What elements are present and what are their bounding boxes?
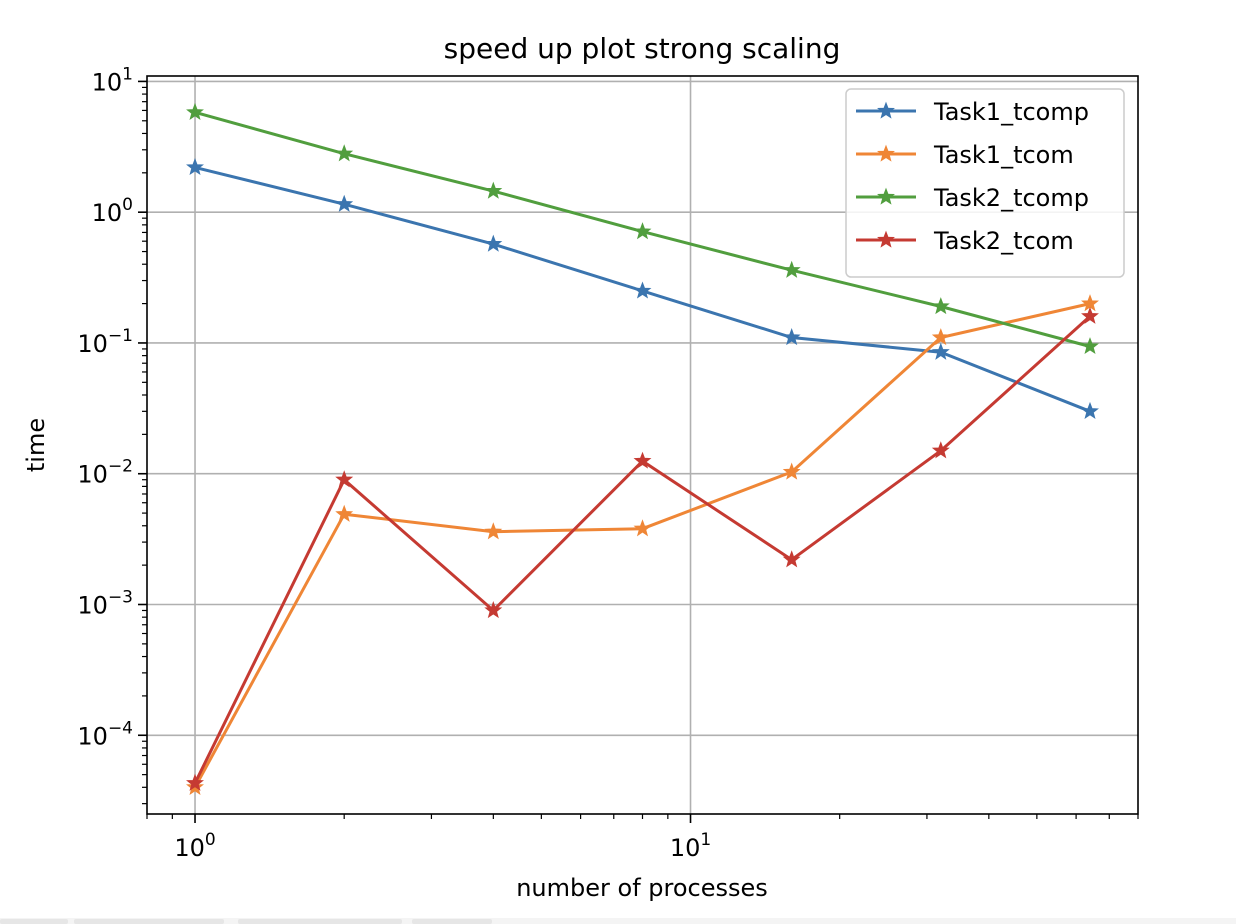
legend-item: Task1_tcom [856,141,1074,169]
grid-lines [147,76,1138,814]
y-tick-label: 10−3 [77,587,133,619]
legend-marker [877,230,895,248]
data-point-marker [335,504,354,522]
strip-segment [0,919,68,924]
strip-segment [238,919,402,924]
y-tick-label: 10−4 [77,718,133,750]
strip-segment [412,919,492,924]
data-point-marker [931,342,950,360]
data-point-marker [782,550,801,568]
chart-title: speed up plot strong scaling [444,32,841,65]
legend-marker [877,187,895,205]
x-tick-labels: 100 101 [174,830,711,862]
data-point-marker [186,773,204,791]
y-tick-label: 10−1 [77,326,133,358]
series-Task1_tcom [186,294,1099,795]
series-layer [186,102,1099,795]
data-point-marker [484,522,503,540]
series-Task2_tcomp [186,102,1099,355]
axes-frame [146,75,1139,815]
data-point-marker [186,157,204,176]
y-tick-label: 101 [92,64,133,96]
legend-item: Task1_tcomp [856,98,1089,126]
legend-marker [877,144,895,162]
legend-label: Task2_tcom [933,227,1074,255]
data-point-marker [782,260,801,278]
x-axis-label: number of processes [516,874,768,902]
data-point-marker [1081,401,1099,419]
strip-segment [74,919,224,924]
data-point-marker [335,470,354,488]
legend-label: Task1_tcom [933,141,1074,169]
legend-item: Task2_tcomp [856,184,1089,212]
data-point-marker [335,144,354,162]
series-line [193,302,1091,789]
legend-label: Task1_tcomp [933,98,1089,126]
legend-label: Task2_tcomp [933,184,1089,212]
tick-marks [138,80,692,823]
data-point-marker [633,222,652,240]
data-point-marker [186,102,204,120]
legend-item: Task2_tcom [856,227,1074,255]
data-point-marker [484,181,503,199]
y-tick-label: 100 [92,195,133,227]
legend-box [845,88,1125,278]
series-Task2_tcom [186,306,1099,791]
data-point-marker [484,601,503,619]
data-point-marker [782,462,801,480]
data-point-marker [633,451,652,469]
x-tick-label: 100 [174,830,215,862]
data-point-marker [931,328,950,346]
data-point-marker [484,234,503,252]
data-point-marker [335,194,354,212]
minor-ticks [142,86,1139,819]
data-point-marker [1081,306,1099,324]
data-point-marker [931,297,950,315]
legend: Task1_tcomp Task1_tcom Task2_tcomp Task2_tc… [845,88,1125,278]
series-Task1_tcomp [186,157,1099,419]
y-tick-labels: 10−4 10−3 10−2 10−1 100 101 [77,64,133,750]
data-point-marker [1081,337,1099,355]
x-tick-label: 101 [670,830,711,862]
data-point-marker [633,519,652,537]
window-bottom-strip [0,918,1236,924]
y-tick-label: 10−2 [77,457,133,489]
data-point-marker [633,281,652,299]
data-point-marker [782,328,801,346]
data-point-marker [931,441,950,459]
data-point-marker [1081,294,1099,312]
series-line [193,315,1092,784]
legend-marker [877,101,895,119]
y-axis-label: time [22,418,50,472]
